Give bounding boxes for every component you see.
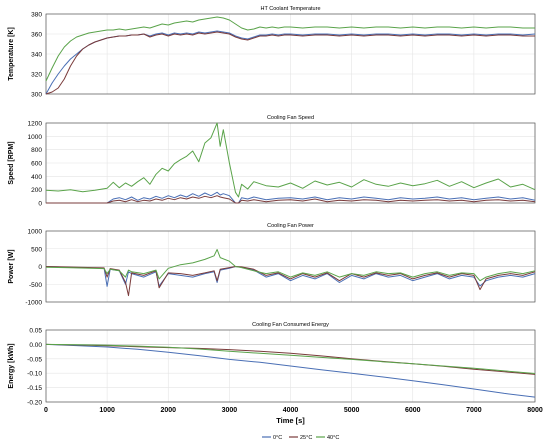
y-tick-label: 340 (31, 52, 42, 59)
x-tick-label: 0 (44, 407, 48, 414)
y-axis-label: Temperature [K] (8, 27, 15, 81)
y-tick-label: 800 (31, 147, 42, 154)
y-tick-label: -0.15 (27, 385, 42, 392)
y-tick-label: 600 (31, 161, 42, 168)
series-line-40°C (45, 16, 535, 82)
legend-label: 25°C (300, 435, 312, 441)
plot-frame (45, 122, 536, 204)
y-tick-label: 400 (31, 174, 42, 181)
x-tick-label: 4000 (283, 407, 299, 414)
series-line-25°C (45, 31, 535, 95)
y-tick-label: -1000 (25, 300, 42, 307)
legend-label: 40°C (327, 435, 339, 441)
series-line-0°C (45, 266, 536, 287)
x-tick-label: 2000 (160, 407, 176, 414)
y-tick-label: 0 (38, 264, 42, 271)
y-tick-label: 1200 (28, 121, 43, 128)
y-tick-label: -500 (29, 282, 42, 289)
y-tick-label: 0.00 (29, 342, 42, 349)
series-line-40°C (45, 122, 536, 198)
x-tick-label: 5000 (344, 407, 360, 414)
series-line-0°C (45, 343, 536, 398)
legend-label: 0°C (273, 435, 282, 441)
series-line-25°C (46, 195, 536, 204)
chart-title: Cooling Fan Power (267, 223, 314, 229)
y-tick-label: 1000 (28, 229, 43, 236)
y-tick-label: 380 (31, 12, 42, 19)
chart-title: Cooling Fan Speed (267, 115, 314, 121)
y-tick-label: 300 (31, 92, 42, 99)
x-tick-label: 7000 (466, 407, 482, 414)
chart-panel-1: 300 320 340 360 380 HT Coolant Temperature Tem… (8, 6, 536, 99)
chart-panel-2: 0 200 400 600 800 1000 1200 Cooling Fan Speed Sp… (8, 115, 536, 208)
series-line-40°C (45, 249, 536, 282)
y-tick-label: -0.05 (27, 356, 42, 363)
y-tick-label: 360 (31, 32, 42, 39)
y-tick-label: 320 (31, 72, 42, 79)
series-line-40°C (45, 343, 536, 374)
x-tick-label: 6000 (405, 407, 421, 414)
x-axis-label: Time [s] (276, 416, 305, 425)
plot-frame (45, 329, 536, 403)
x-tick-label: 3000 (222, 407, 238, 414)
legend: 0°C 25°C 40°C (262, 435, 339, 441)
y-axis-label: Speed [RPM] (8, 141, 15, 184)
y-tick-label: 1000 (28, 134, 43, 141)
y-tick-label: 0 (38, 201, 42, 208)
y-tick-label: 0.05 (29, 328, 42, 335)
plot-frame (45, 13, 536, 95)
y-tick-label: -0.20 (27, 400, 42, 407)
y-tick-label: 200 (31, 187, 42, 194)
y-axis-label: Power [W] (8, 249, 15, 283)
series-line-25°C (45, 266, 536, 297)
y-axis-label: Energy [kWh] (8, 343, 15, 388)
chart-title: Cooling Fan Consumed Energy (252, 322, 329, 328)
y-tick-label: 500 (31, 246, 42, 253)
chart-title: HT Coolant Temperature (260, 6, 320, 12)
y-tick-label: -0.10 (27, 371, 42, 378)
chart-panel-4: -0.20 -0.15 -0.10 -0.05 0.00 0.05 Cooling Fan … (8, 322, 543, 425)
chart-panel-3: -1000 -500 0 500 1000 Cooling Fan Power Power … (8, 223, 536, 307)
x-tick-label: 1000 (99, 407, 115, 414)
x-tick-label: 8000 (527, 407, 543, 414)
